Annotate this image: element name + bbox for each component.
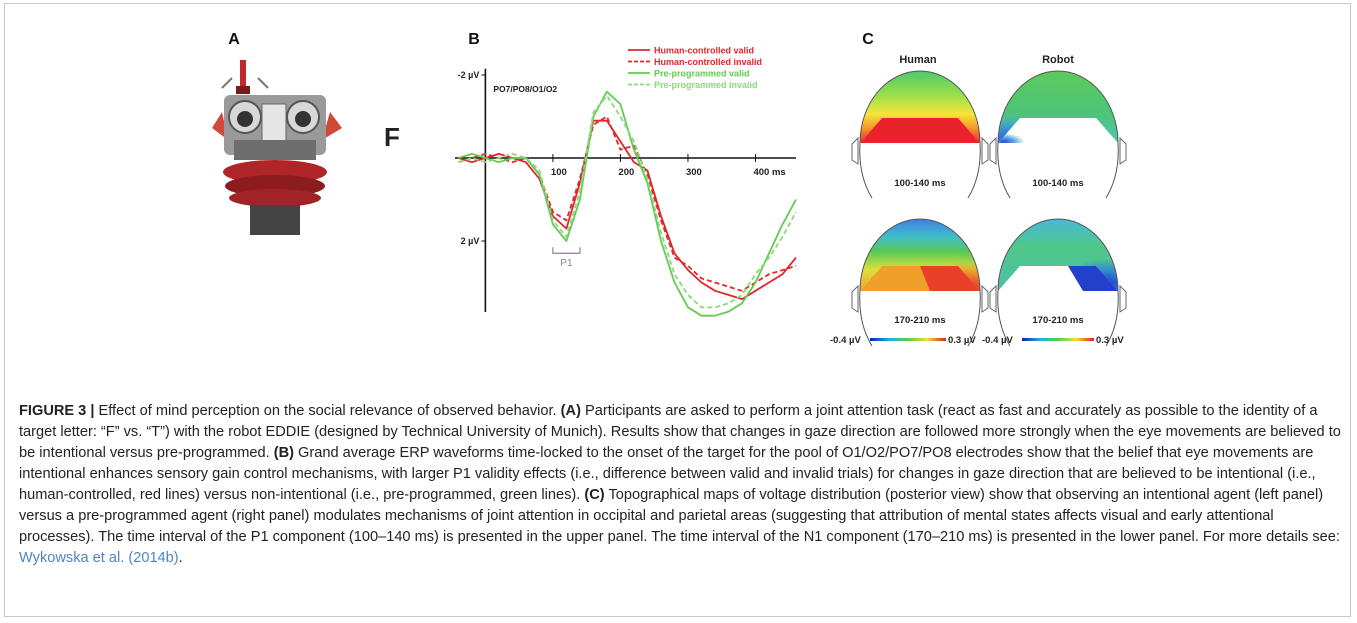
- interval-label: 100-140 ms: [894, 178, 945, 189]
- caption-text: Grand average ERP waveforms time-locked …: [19, 445, 1316, 503]
- scale-min: -0.4 µV: [982, 335, 1013, 346]
- panel-label: C: [862, 31, 874, 48]
- x-tick-label: 400 ms: [753, 167, 785, 178]
- caption-text: Participants are asked to perform a join…: [19, 403, 1341, 461]
- x-tick-label: 100: [551, 167, 567, 178]
- caption-panel-label: (B): [273, 445, 294, 461]
- caption-text: .: [178, 550, 183, 566]
- topomap: [851, 70, 989, 199]
- erp-waveform: [458, 94, 797, 309]
- caption-label: FIGURE 3 |: [19, 403, 95, 419]
- interval-label: 170-210 ms: [894, 315, 945, 326]
- panel-label: B: [468, 31, 480, 48]
- color-scale: [870, 338, 946, 341]
- caption-panel-label: (C): [584, 487, 605, 503]
- legend-label: Pre-programmed invalid: [654, 80, 758, 90]
- topographic-maps: [851, 70, 1127, 347]
- scale-max: 0.3 µV: [948, 335, 976, 346]
- y-tick-label: -2 µV: [458, 70, 480, 80]
- column-label: Human: [899, 54, 937, 66]
- interval-label: 170-210 ms: [1032, 315, 1083, 326]
- topomap: [989, 70, 1127, 199]
- column-label: Robot: [1042, 54, 1074, 66]
- x-tick-label: 200: [618, 167, 634, 178]
- x-tick-label: 300: [686, 167, 702, 178]
- scale-min: -0.4 µV: [830, 335, 861, 346]
- target-letter: F: [384, 122, 400, 152]
- figure: A B C F -2 µV 2 µV 100 200 300 400 ms PO7/PO8/…: [212, 31, 1127, 347]
- component-bracket: [552, 247, 581, 254]
- topomap: [851, 218, 989, 347]
- legend-label: Pre-programmed valid: [654, 69, 750, 79]
- electrode-label: PO7/PO8/O1/O2: [493, 84, 557, 94]
- erp-chart: -2 µV 2 µV 100 200 300 400 ms PO7/PO8/O1/O2 P1 H…: [455, 46, 797, 317]
- topomap: [989, 218, 1127, 347]
- legend-label: Human-controlled invalid: [654, 57, 762, 67]
- interval-label: 100-140 ms: [1032, 178, 1083, 189]
- scale-max: 0.3 µV: [1096, 335, 1124, 346]
- legend-label: Human-controlled valid: [654, 46, 754, 56]
- component-label: P1: [560, 258, 573, 269]
- figure-frame: [4, 3, 1351, 617]
- y-tick-label: 2 µV: [461, 236, 480, 246]
- caption-text: Effect of mind perception on the social …: [98, 403, 557, 419]
- caption-panel-label: (A): [560, 403, 581, 419]
- robot-illustration: [212, 60, 342, 235]
- reference-link[interactable]: Wykowska et al. (2014b): [19, 550, 179, 566]
- caption-text: Topographical maps of voltage distributi…: [19, 487, 1340, 545]
- erp-waveform: [458, 115, 797, 292]
- figure-caption: FIGURE 3 | Effect of mind perception on …: [19, 401, 1341, 569]
- erp-waveform: [458, 90, 797, 317]
- panel-label: A: [228, 31, 240, 48]
- color-scale: [1022, 338, 1094, 341]
